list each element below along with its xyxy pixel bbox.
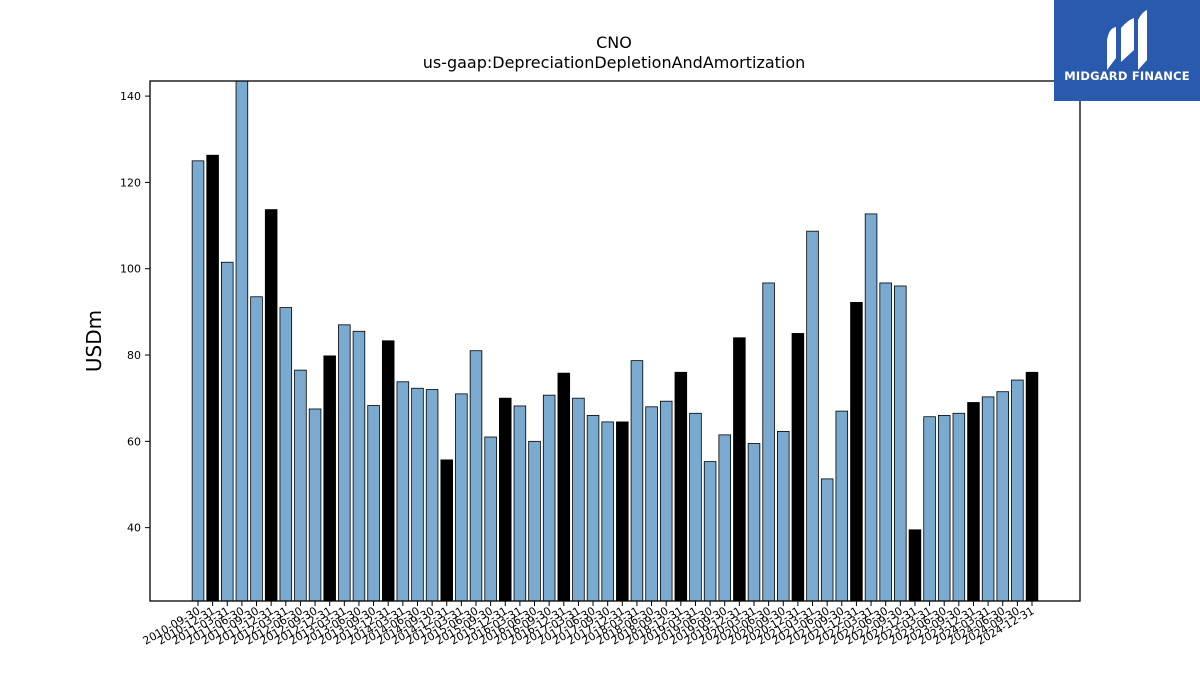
brand-logo: MIDGARD FINANCE xyxy=(1054,0,1200,101)
bar xyxy=(542,394,556,601)
bar xyxy=(221,261,234,601)
bar xyxy=(235,81,249,601)
plot-frame xyxy=(149,80,1081,602)
bar xyxy=(630,360,644,601)
chart-subtitle: us-gaap:DepreciationDepletionAndAmortiza… xyxy=(423,53,806,72)
y-tick-label: 100 xyxy=(120,263,141,276)
bar xyxy=(250,296,263,601)
bar xyxy=(294,369,307,601)
bar xyxy=(806,230,819,601)
bar xyxy=(659,400,673,601)
bar xyxy=(264,209,278,601)
bar xyxy=(894,285,907,601)
bar xyxy=(367,405,380,601)
bar xyxy=(1025,371,1039,601)
bar xyxy=(908,529,922,601)
bar xyxy=(396,381,410,601)
bar xyxy=(967,402,980,601)
x-axis-ticks: 2010-09-302010-12-312011-03-312011-06-30… xyxy=(141,601,1037,648)
bar xyxy=(996,391,1009,601)
bar xyxy=(469,350,483,601)
y-tick-label: 140 xyxy=(120,90,141,103)
bar xyxy=(981,396,995,601)
y-tick-label: 40 xyxy=(127,522,141,535)
chart-title: CNO xyxy=(596,33,632,52)
bar xyxy=(279,307,293,601)
bar xyxy=(718,434,731,601)
bar xyxy=(850,301,863,601)
bar xyxy=(455,393,468,601)
bar xyxy=(425,389,439,601)
bar xyxy=(674,371,688,601)
bar xyxy=(440,459,453,601)
bar xyxy=(689,412,702,601)
bar xyxy=(308,408,322,601)
bar-series xyxy=(191,81,1039,601)
y-axis-ticks: 40 60 80 100 120 140 xyxy=(120,90,150,535)
y-tick-label: 60 xyxy=(127,435,141,448)
bar xyxy=(323,355,336,601)
bar xyxy=(879,282,892,601)
bar xyxy=(777,431,790,601)
bar xyxy=(572,397,585,601)
bar xyxy=(206,154,219,601)
bar xyxy=(381,340,395,601)
bar xyxy=(352,330,366,601)
bar xyxy=(733,337,746,601)
bar xyxy=(864,213,878,601)
bar xyxy=(191,160,205,601)
bar xyxy=(499,397,512,601)
bar xyxy=(528,440,541,601)
bar xyxy=(747,443,761,601)
bar xyxy=(937,415,951,601)
bar xyxy=(820,478,834,601)
bar xyxy=(411,387,424,601)
y-tick-label: 120 xyxy=(120,176,141,189)
bar xyxy=(1011,379,1024,601)
bar xyxy=(835,410,849,601)
bar xyxy=(586,415,600,601)
y-axis-label: USDm xyxy=(82,310,106,372)
brand-name: MIDGARD FINANCE xyxy=(1064,69,1190,83)
y-tick-label: 80 xyxy=(127,349,141,362)
logo-icon xyxy=(1107,10,1147,70)
bar xyxy=(513,405,527,601)
bar xyxy=(923,416,936,601)
bar xyxy=(616,421,629,601)
bar xyxy=(557,372,571,601)
bar xyxy=(703,461,717,601)
bar xyxy=(645,406,658,601)
bar xyxy=(484,436,497,601)
bar xyxy=(338,324,351,601)
bar xyxy=(762,282,775,601)
bar xyxy=(601,421,614,601)
bar xyxy=(952,412,966,601)
bar xyxy=(791,333,805,601)
